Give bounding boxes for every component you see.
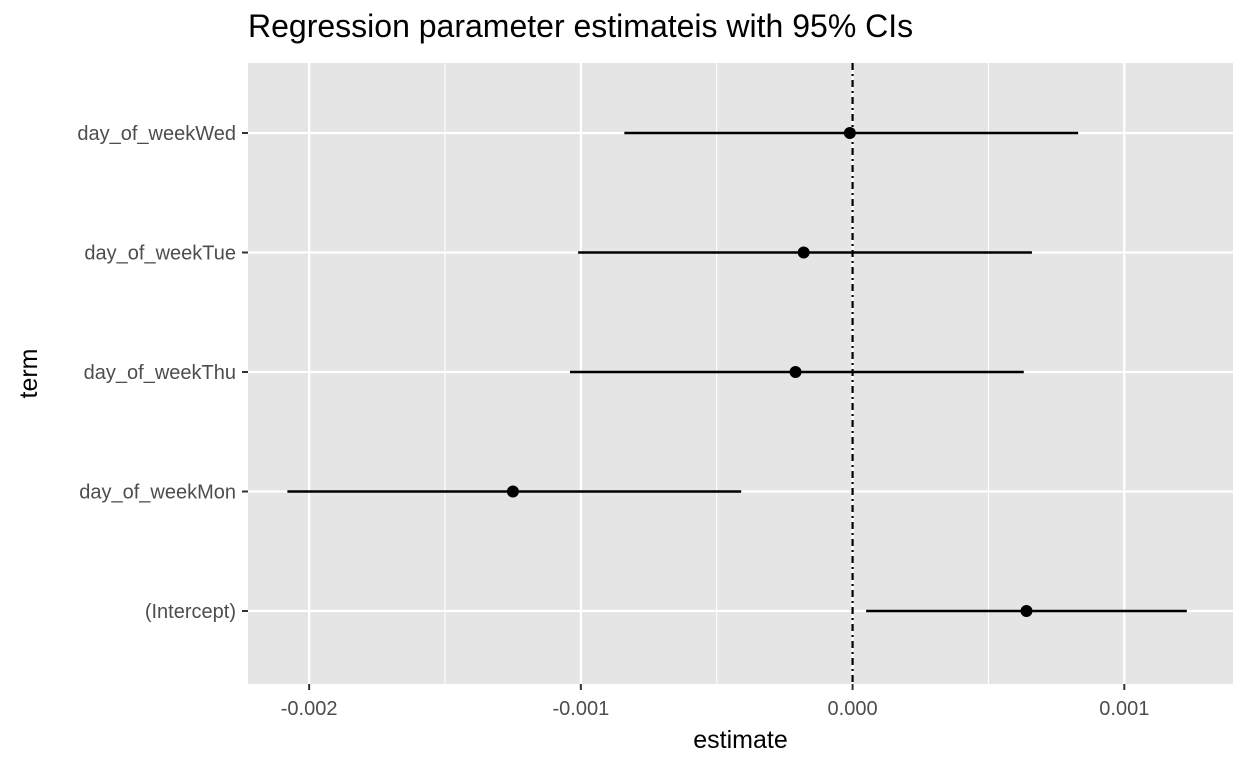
x-tick-label: 0.000 bbox=[828, 698, 878, 720]
y-tick-label: day_of_weekTue bbox=[84, 243, 236, 265]
estimate-point bbox=[1020, 605, 1033, 617]
estimate-point bbox=[797, 246, 810, 259]
x-tick-label: -0.001 bbox=[553, 698, 610, 720]
x-tick-label: 0.001 bbox=[1099, 698, 1149, 720]
y-tick-label: day_of_weekWed bbox=[77, 123, 236, 145]
y-tick-label: (Intercept) bbox=[145, 601, 236, 623]
chart-title: Regression parameter estimateis with 95%… bbox=[248, 8, 914, 44]
x-axis-label: estimate bbox=[693, 726, 787, 754]
y-axis-label: term bbox=[15, 349, 43, 399]
y-tick-label: day_of_weekThu bbox=[84, 362, 236, 384]
plot-panel bbox=[248, 63, 1233, 684]
x-tick-label: -0.002 bbox=[281, 698, 338, 720]
estimate-point bbox=[506, 485, 519, 498]
y-tick-label: day_of_weekMon bbox=[79, 482, 236, 504]
estimate-point bbox=[843, 127, 856, 139]
estimate-point bbox=[789, 366, 802, 378]
